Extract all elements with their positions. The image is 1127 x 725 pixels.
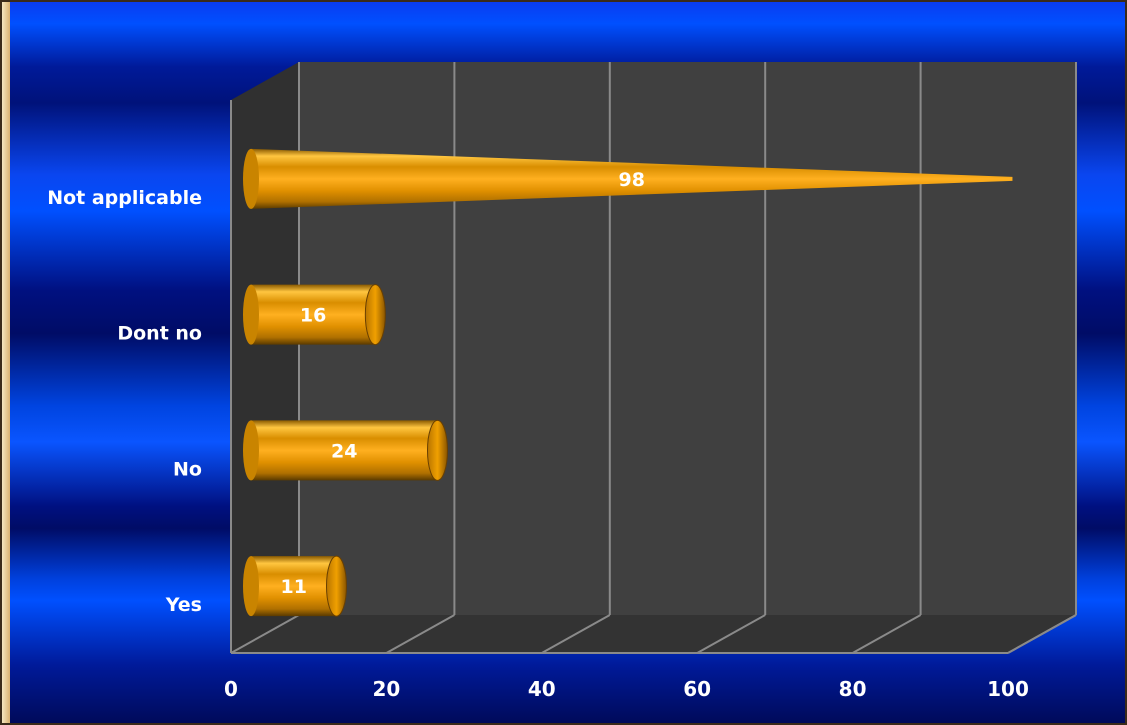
bar-base-cap (243, 420, 259, 481)
data-label: 11 (281, 576, 307, 598)
bar-cylinder (251, 420, 438, 481)
floor-gridline (696, 614, 766, 654)
bar-base-cap (243, 556, 259, 617)
bar-end-cap (426, 419, 448, 481)
y-category-label: No (173, 458, 202, 480)
bar-cone (251, 148, 1013, 209)
bar-end-cap (364, 284, 386, 346)
x-tick-label: 40 (528, 677, 556, 701)
x-tick-label: 0 (224, 677, 238, 701)
y-category-label: Not applicable (47, 187, 202, 209)
floor-edge (1007, 614, 1077, 654)
bar-cylinder (251, 556, 337, 617)
data-label: 98 (619, 169, 645, 191)
y-category-label: Dont no (117, 323, 202, 345)
x-tick-label: 100 (987, 677, 1029, 701)
floor-gridline (852, 614, 922, 654)
floor (231, 615, 1076, 653)
floor-gridline (541, 614, 611, 654)
x-tick-label: 20 (372, 677, 400, 701)
bar-base-cap (243, 284, 259, 345)
y-category-label: Yes (165, 594, 202, 616)
bar-end-cap (325, 555, 347, 617)
floor-gridline (385, 614, 455, 654)
data-label: 16 (300, 305, 326, 327)
left-edge-stripe (2, 2, 10, 723)
floor-gridline (230, 614, 300, 654)
bar-cylinder (251, 284, 376, 345)
side-wall (231, 62, 299, 653)
bar-base-cap (243, 148, 259, 209)
back-wall (299, 62, 1076, 615)
x-tick-label: 60 (683, 677, 711, 701)
data-label: 24 (331, 440, 357, 462)
x-tick-label: 80 (839, 677, 867, 701)
